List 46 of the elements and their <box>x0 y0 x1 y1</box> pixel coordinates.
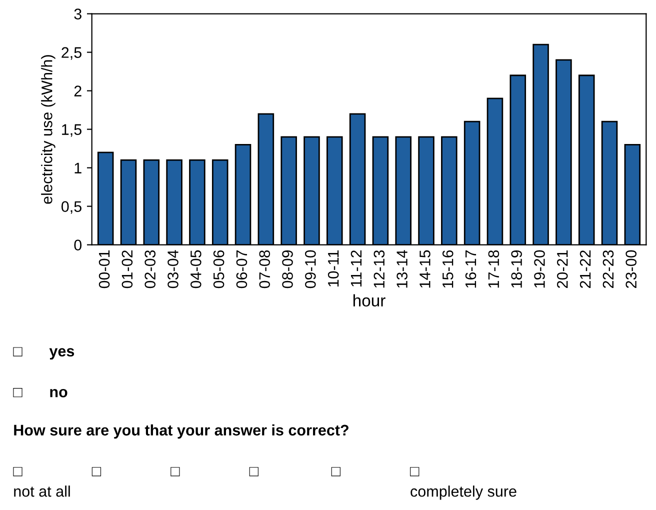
x-tick-label: 19-20 <box>534 250 545 288</box>
x-tick-label: 01-02 <box>122 250 133 288</box>
text: completely sure <box>410 486 516 500</box>
x-tick-label: 21-22 <box>580 250 591 288</box>
text: □ <box>13 388 22 398</box>
x-tick-label: 09-10 <box>305 250 316 288</box>
text: □ <box>13 467 22 476</box>
x-tick-label: 13-14 <box>396 250 408 288</box>
y-axis-title: electricity use (kWh/h) <box>41 55 56 204</box>
x-tick-label: 11-12 <box>350 250 362 286</box>
x-tick-label: 20-21 <box>556 250 568 288</box>
x-tick-label: 00-01 <box>98 250 110 288</box>
x-tick-label: 04-05 <box>190 250 202 288</box>
x-tick-label: 07-08 <box>259 250 270 288</box>
y-tick-label: 3 <box>74 8 82 20</box>
x-tick-label: 15-16 <box>442 250 454 288</box>
y-tick-label: 2 <box>74 86 82 96</box>
x-tick-label: 23-00 <box>626 250 637 288</box>
text: □ <box>410 467 420 476</box>
x-tick-label: 18-19 <box>511 250 522 288</box>
x-tick-label: 16-17 <box>465 250 476 288</box>
x-tick-label: 02-03 <box>144 250 156 288</box>
x-tick-label: 12-13 <box>374 250 385 288</box>
y-tick-label: 2,5 <box>62 47 82 60</box>
text: □ <box>13 347 22 356</box>
x-tick-label: 22-23 <box>602 250 614 288</box>
text: □ <box>249 467 258 476</box>
y-tick-label: 1,5 <box>62 124 82 137</box>
text: □ <box>170 467 180 476</box>
x-tick-label: 06-07 <box>236 250 248 288</box>
x-axis-title: hour <box>353 294 386 307</box>
x-tick-label: 03-04 <box>168 250 178 288</box>
y-tick-label: 0,5 <box>61 201 82 214</box>
text: How sure are you that your answer is correct? <box>14 424 348 439</box>
text: □ <box>92 467 102 476</box>
text: □ <box>331 467 340 476</box>
x-tick-label: 10-11 <box>328 250 339 286</box>
x-tick-label: 08-09 <box>282 250 293 288</box>
x-tick-label: 14-15 <box>420 250 430 288</box>
y-tick-label: 0 <box>74 240 82 250</box>
x-tick-label: 05-06 <box>213 250 224 288</box>
text: not at all <box>14 486 70 497</box>
y-tick-label: 1 <box>74 162 82 174</box>
x-tick-label: 17-18 <box>488 250 500 288</box>
text: yes <box>49 348 74 360</box>
text: no <box>50 388 68 398</box>
